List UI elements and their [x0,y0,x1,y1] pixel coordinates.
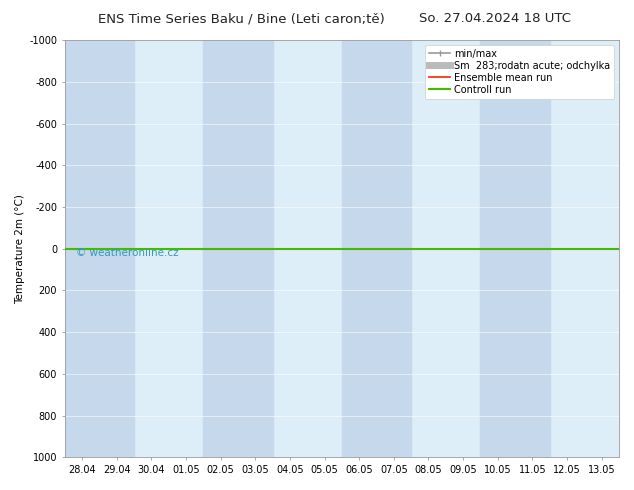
Bar [204,40,273,457]
Y-axis label: Temperature 2m (°C): Temperature 2m (°C) [15,194,25,304]
Text: © weatheronline.cz: © weatheronline.cz [76,248,179,258]
Text: So. 27.04.2024 18 UTC: So. 27.04.2024 18 UTC [418,12,571,25]
Bar [481,40,550,457]
Legend: min/max, Sm  283;rodatn acute; odchylka, Ensemble mean run, Controll run: min/max, Sm 283;rodatn acute; odchylka, … [425,45,614,98]
Bar [65,40,134,457]
Bar [342,40,411,457]
Text: ENS Time Series Baku / Bine (Leti caron;tě): ENS Time Series Baku / Bine (Leti caron;… [98,12,384,25]
